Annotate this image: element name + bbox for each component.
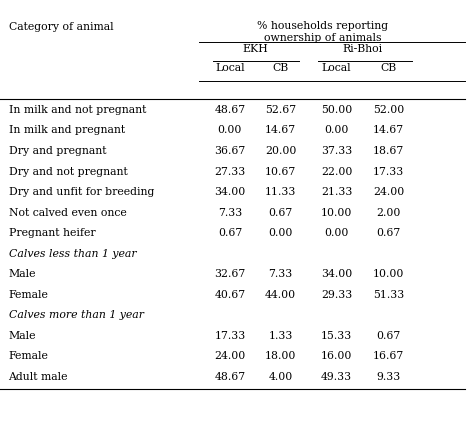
- Text: 0.00: 0.00: [324, 228, 349, 238]
- Text: 0.67: 0.67: [218, 228, 242, 238]
- Text: 40.67: 40.67: [214, 290, 246, 299]
- Text: 0.00: 0.00: [218, 126, 242, 135]
- Text: 20.00: 20.00: [265, 146, 296, 156]
- Text: 52.00: 52.00: [373, 105, 404, 115]
- Text: CB: CB: [273, 63, 289, 74]
- Text: 36.67: 36.67: [214, 146, 246, 156]
- Text: Female: Female: [9, 290, 48, 299]
- Text: 34.00: 34.00: [214, 187, 246, 197]
- Text: Calves more than 1 year: Calves more than 1 year: [9, 310, 144, 320]
- Text: 16.67: 16.67: [373, 351, 404, 361]
- Text: 2.00: 2.00: [376, 208, 401, 217]
- Text: 10.00: 10.00: [321, 208, 352, 217]
- Text: Dry and not pregnant: Dry and not pregnant: [9, 167, 128, 176]
- Text: 24.00: 24.00: [373, 187, 404, 197]
- Text: 10.67: 10.67: [265, 167, 296, 176]
- Text: 51.33: 51.33: [373, 290, 404, 299]
- Text: In milk and pregnant: In milk and pregnant: [9, 126, 125, 135]
- Text: Ri-Bhoi: Ri-Bhoi: [343, 44, 383, 55]
- Text: 7.33: 7.33: [268, 269, 293, 279]
- Text: Dry and unfit for breeding: Dry and unfit for breeding: [9, 187, 154, 197]
- Text: 52.67: 52.67: [265, 105, 296, 115]
- Text: 14.67: 14.67: [265, 126, 296, 135]
- Text: 14.67: 14.67: [373, 126, 404, 135]
- Text: 49.33: 49.33: [321, 372, 352, 382]
- Text: 32.67: 32.67: [214, 269, 246, 279]
- Text: 0.67: 0.67: [376, 228, 401, 238]
- Text: Male: Male: [9, 331, 36, 341]
- Text: 27.33: 27.33: [214, 167, 246, 176]
- Text: 22.00: 22.00: [321, 167, 352, 176]
- Text: 4.00: 4.00: [268, 372, 293, 382]
- Text: % households reporting
ownership of animals: % households reporting ownership of anim…: [257, 21, 388, 43]
- Text: 44.00: 44.00: [265, 290, 296, 299]
- Text: Local: Local: [215, 63, 245, 74]
- Text: Pregnant heifer: Pregnant heifer: [9, 228, 95, 238]
- Text: 10.00: 10.00: [373, 269, 404, 279]
- Text: 21.33: 21.33: [321, 187, 352, 197]
- Text: 11.33: 11.33: [265, 187, 296, 197]
- Text: Calves less than 1 year: Calves less than 1 year: [9, 249, 136, 258]
- Text: 48.67: 48.67: [214, 372, 246, 382]
- Text: 0.00: 0.00: [268, 228, 293, 238]
- Text: Female: Female: [9, 351, 48, 361]
- Text: 7.33: 7.33: [218, 208, 242, 217]
- Text: Male: Male: [9, 269, 36, 279]
- Text: 0.67: 0.67: [268, 208, 293, 217]
- Text: Local: Local: [322, 63, 351, 74]
- Text: 15.33: 15.33: [321, 331, 352, 341]
- Text: 24.00: 24.00: [214, 351, 246, 361]
- Text: Adult male: Adult male: [9, 372, 68, 382]
- Text: Category of animal: Category of animal: [9, 22, 113, 33]
- Text: 0.67: 0.67: [376, 331, 401, 341]
- Text: 17.33: 17.33: [373, 167, 404, 176]
- Text: 9.33: 9.33: [376, 372, 401, 382]
- Text: 17.33: 17.33: [214, 331, 246, 341]
- Text: 1.33: 1.33: [268, 331, 293, 341]
- Text: 18.67: 18.67: [373, 146, 404, 156]
- Text: 37.33: 37.33: [321, 146, 352, 156]
- Text: 34.00: 34.00: [321, 269, 352, 279]
- Text: Not calved even once: Not calved even once: [9, 208, 126, 217]
- Text: 48.67: 48.67: [214, 105, 246, 115]
- Text: Dry and pregnant: Dry and pregnant: [9, 146, 106, 156]
- Text: CB: CB: [381, 63, 397, 74]
- Text: In milk and not pregnant: In milk and not pregnant: [9, 105, 146, 115]
- Text: EKH: EKH: [242, 44, 268, 55]
- Text: 29.33: 29.33: [321, 290, 352, 299]
- Text: 0.00: 0.00: [324, 126, 349, 135]
- Text: 50.00: 50.00: [321, 105, 352, 115]
- Text: 16.00: 16.00: [321, 351, 352, 361]
- Text: 18.00: 18.00: [265, 351, 296, 361]
